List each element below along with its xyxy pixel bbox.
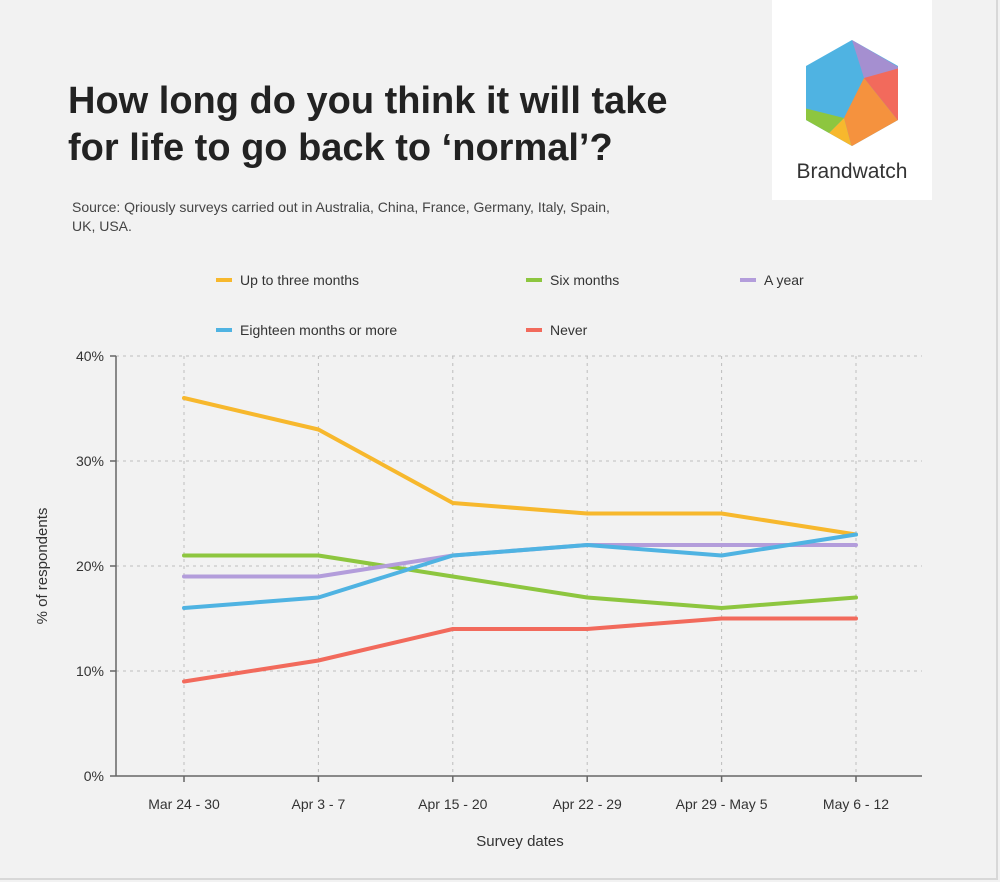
y-tick-label: 10% — [76, 663, 104, 679]
legend-label: Eighteen months or more — [240, 322, 397, 338]
x-axis-title: Survey dates — [476, 833, 564, 850]
source-note: Source: Qriously surveys carried out in … — [72, 199, 610, 234]
legend-label: A year — [764, 272, 804, 288]
x-tick-label: Apr 15 - 20 — [418, 796, 487, 812]
x-tick-label: Apr 3 - 7 — [292, 796, 346, 812]
y-tick-label: 40% — [76, 348, 104, 364]
series-line — [182, 532, 858, 610]
legend-label: Up to three months — [240, 272, 359, 288]
line-chart: Up to three months Six months A year Eighte… — [34, 272, 922, 850]
brandwatch-logo-icon — [806, 40, 898, 146]
chart-series — [182, 396, 858, 684]
y-tick-label: 20% — [76, 558, 104, 574]
chart-axes: 0% 10% 20% 30% 40% Mar 24 - 30 Apr 3 - 7 Apr 15… — [76, 348, 922, 812]
y-tick-label: 30% — [76, 453, 104, 469]
legend-label: Never — [550, 322, 588, 338]
legend-label: Six months — [550, 272, 619, 288]
y-tick-label: 0% — [84, 768, 104, 784]
chart-title: How long do you think it will take for l… — [68, 78, 748, 172]
x-tick-label: Apr 29 - May 5 — [676, 796, 768, 812]
x-tick-label: Apr 22 - 29 — [553, 796, 622, 812]
chart-title-line-1: How long do you think it will take — [68, 80, 668, 122]
brand-logo: Brandwatch — [772, 0, 932, 200]
series-line — [182, 616, 858, 684]
series-line — [182, 553, 858, 610]
brand-name: Brandwatch — [796, 160, 908, 183]
chart-grid — [116, 355, 922, 776]
chart-title-line-2: for life to go back to ‘normal’? — [68, 127, 613, 169]
chart-legend: Up to three months Six months A year Eighte… — [216, 272, 804, 338]
x-tick-label: Mar 24 - 30 — [148, 796, 220, 812]
y-axis-title: % of respondents — [34, 508, 51, 625]
series-line — [182, 396, 858, 537]
x-tick-label: May 6 - 12 — [823, 796, 889, 812]
